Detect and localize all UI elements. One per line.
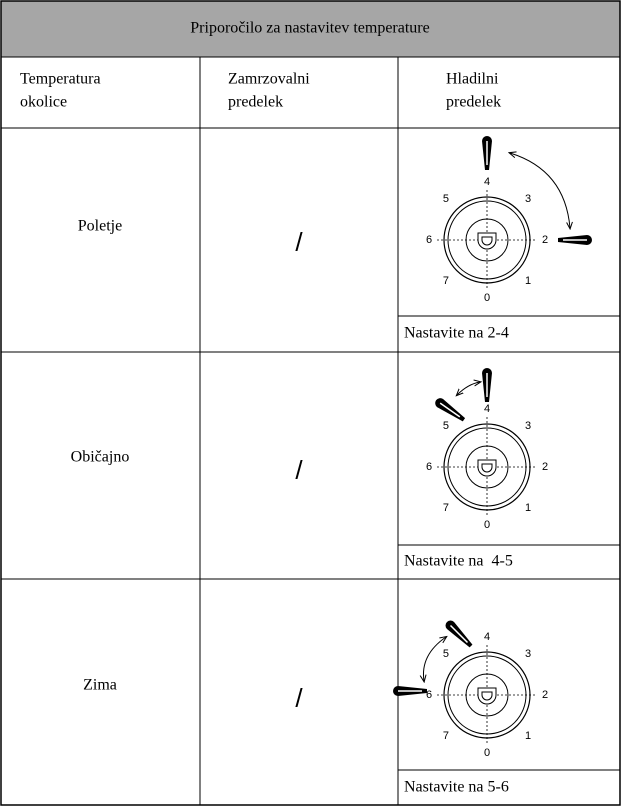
dial-number: 5: [443, 420, 449, 432]
setting: Nastavite na 5-6: [404, 779, 509, 796]
header-bg: [1, 1, 620, 57]
freezer-value: /: [295, 455, 303, 485]
column-header: predelek: [228, 94, 283, 111]
dial-number: 4: [484, 403, 490, 415]
dial-number: 3: [525, 420, 531, 432]
knob: [477, 459, 497, 477]
pointer: [393, 686, 427, 696]
setting: Nastavite na 2-4: [404, 325, 509, 342]
dial-number: 4: [484, 176, 490, 188]
knob: [477, 687, 497, 705]
dial-number: 1: [525, 275, 531, 287]
dial-number: 7: [443, 730, 449, 742]
knob-inner: [481, 463, 493, 473]
knob: [477, 232, 497, 250]
dial-number: 1: [525, 502, 531, 514]
season: Zima: [83, 677, 117, 694]
dial-number: 5: [443, 193, 449, 205]
freezer-value: /: [295, 683, 303, 713]
pointer-line: [439, 402, 461, 418]
dial-number: 7: [443, 275, 449, 287]
pointer: [558, 235, 592, 245]
dial-number: 1: [525, 730, 531, 742]
dial-number: 2: [542, 234, 548, 246]
column-header: Temperatura: [20, 71, 101, 88]
knob-inner: [481, 691, 493, 701]
dial-number: 7: [443, 502, 449, 514]
pointer: [445, 620, 473, 648]
setting: Nastavite na 4-5: [404, 553, 513, 570]
header-title: Priporočilo za nastavitev temperature: [190, 20, 429, 37]
dial-number: 3: [525, 193, 531, 205]
season: Poletje: [78, 218, 122, 235]
column-header: Hladilni: [446, 71, 499, 88]
arrow: [423, 637, 446, 681]
dial-number: 6: [426, 461, 432, 473]
pointer: [482, 136, 492, 170]
dial-number: 0: [484, 292, 490, 304]
column-header: Zamrzovalni: [228, 71, 310, 88]
dial-number: 2: [542, 461, 548, 473]
dial-number: 5: [443, 648, 449, 660]
dial-number: 4: [484, 631, 490, 643]
freezer-value: /: [295, 227, 303, 257]
dial-number: 0: [484, 747, 490, 759]
arrow: [457, 382, 480, 395]
dial-number: 6: [426, 689, 432, 701]
dial-number: 0: [484, 519, 490, 531]
arrow: [510, 153, 570, 228]
dial-number: 6: [426, 234, 432, 246]
dial-number: 2: [542, 689, 548, 701]
knob-inner: [481, 236, 493, 246]
pointer-line: [449, 624, 469, 644]
season: Običajno: [71, 449, 130, 466]
pointer: [482, 368, 492, 402]
dial-number: 3: [525, 648, 531, 660]
column-header: predelek: [446, 94, 501, 111]
pointer: [435, 398, 466, 422]
column-header: okolice: [20, 94, 67, 111]
